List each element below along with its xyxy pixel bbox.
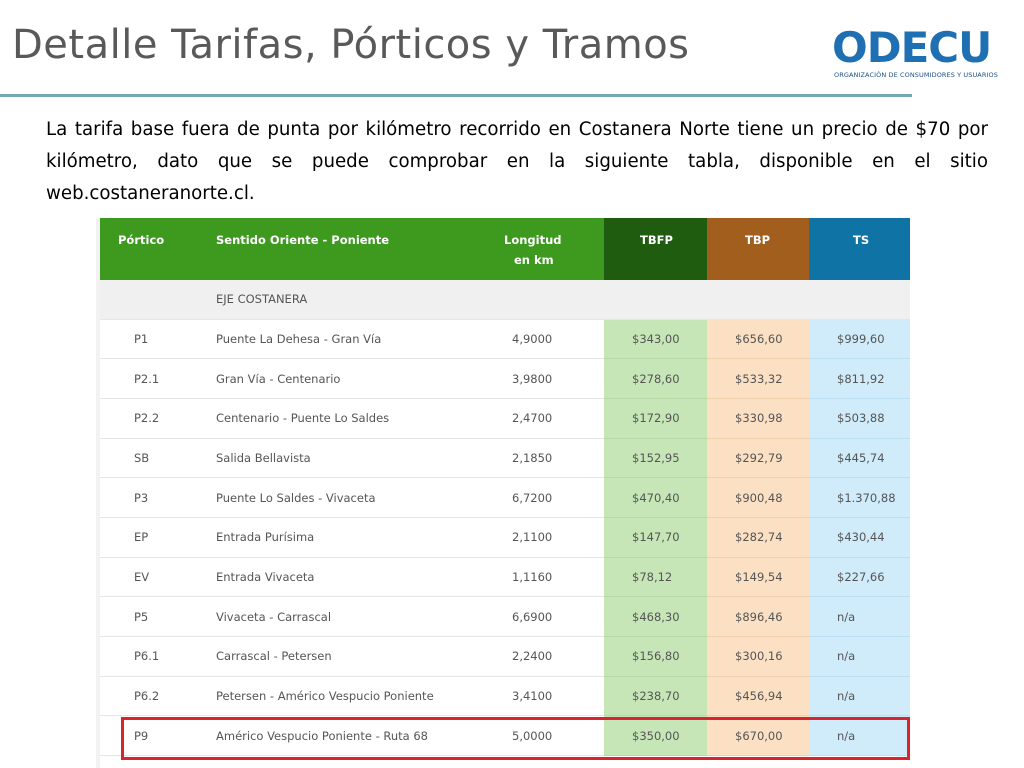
- table-row: P9 Américo Vespucio Poniente - Ruta 68 5,0…: [100, 715, 910, 757]
- cell-tbfp: $156,80: [604, 636, 707, 677]
- cell-longitud: 4,9000: [494, 319, 604, 360]
- cell-ts: $430,44: [809, 517, 910, 558]
- cell-tbp: $330,98: [707, 398, 809, 439]
- table-row: P5 Vivaceta - Carrascal 6,6900 $468,30 $896,…: [100, 596, 910, 637]
- cell-portico: P1: [100, 319, 198, 360]
- cell-portico: P3: [100, 477, 198, 518]
- cell-portico: SB: [100, 438, 198, 479]
- cell-tbp: $292,79: [707, 438, 809, 479]
- cell-ts: $811,92: [809, 358, 910, 399]
- cell-longitud: 2,1850: [494, 438, 604, 479]
- table-row: P1 Puente La Dehesa - Gran Vía 4,9000 $343,…: [100, 319, 910, 360]
- cell-tbp: $149,54: [707, 557, 809, 598]
- table-row: P3 Puente Lo Saldes - Vivaceta 6,7200 $470,…: [100, 477, 910, 518]
- cell-portico: EV: [100, 557, 198, 598]
- cell-tbfp: $147,70: [604, 517, 707, 558]
- table-row: P6.1 Carrascal - Petersen 2,2400 $156,80 $30…: [100, 636, 910, 677]
- header-longitud-line2: en km: [514, 253, 554, 267]
- cell-tbfp: $278,60: [604, 358, 707, 399]
- tariff-table-image: Pórtico Sentido Oriente - Poniente Longi…: [96, 218, 914, 768]
- cell-ts: $445,74: [809, 438, 910, 479]
- cell-portico: P5: [100, 596, 198, 637]
- table-row: EV Entrada Vivaceta 1,1160 $78,12 $149,54 $22…: [100, 557, 910, 598]
- header-portico: Pórtico: [100, 218, 198, 280]
- cell-tbfp: $468,30: [604, 596, 707, 637]
- logo-wordmark: ODECU: [832, 23, 992, 72]
- cell-sentido: Centenario - Puente Lo Saldes: [198, 398, 494, 439]
- cell-ts: $999,60: [809, 319, 910, 360]
- section-row: EJE COSTANERA: [100, 280, 910, 320]
- section-label: EJE COSTANERA: [198, 280, 494, 320]
- cell-sentido: Petersen - Américo Vespucio Poniente: [198, 676, 494, 717]
- logo-subtitle: ORGANIZACIÓN DE CONSUMIDORES Y USUARIOS: [834, 71, 998, 79]
- cell-sentido: Entrada Vivaceta: [198, 557, 494, 598]
- cell-ts: n/a: [809, 715, 910, 757]
- header-longitud: Longitud en km: [494, 218, 604, 280]
- cell-tbfp: $350,00: [604, 715, 707, 757]
- cell-sentido: Américo Vespucio Poniente - Ruta 68: [198, 715, 494, 757]
- table-header-row: Pórtico Sentido Oriente - Poniente Longi…: [100, 218, 910, 280]
- cell-tbp: $670,00: [707, 715, 809, 757]
- slide-title: Detalle Tarifas, Pórticos y Tramos: [12, 22, 690, 68]
- cell-portico: EP: [100, 517, 198, 558]
- cell-portico: P2.1: [100, 358, 198, 399]
- cell-tbp: $456,94: [707, 676, 809, 717]
- cell-sentido: Salida Bellavista: [198, 438, 494, 479]
- cell-tbp: $533,32: [707, 358, 809, 399]
- cell-ts: $503,88: [809, 398, 910, 439]
- cell-sentido: Vivaceta - Carrascal: [198, 596, 494, 637]
- cell-tbfp: $172,90: [604, 398, 707, 439]
- cell-portico: P6.1: [100, 636, 198, 677]
- header-tbfp: TBFP: [604, 218, 707, 280]
- cell-longitud: 3,9800: [494, 358, 604, 399]
- table-row: P2.2 Centenario - Puente Lo Saldes 2,4700 $…: [100, 398, 910, 439]
- cell-tbp: $896,46: [707, 596, 809, 637]
- odecu-logo: ODECU ORGANIZACIÓN DE CONSUMIDORES Y USU…: [832, 26, 998, 82]
- tariff-table: Pórtico Sentido Oriente - Poniente Longi…: [100, 218, 910, 757]
- cell-sentido: Carrascal - Petersen: [198, 636, 494, 677]
- table-row: P2.1 Gran Vía - Centenario 3,9800 $278,60 $5…: [100, 358, 910, 399]
- cell-longitud: 5,0000: [494, 715, 604, 757]
- table-row: P6.2 Petersen - Américo Vespucio Poniente…: [100, 676, 910, 717]
- header-sentido: Sentido Oriente - Poniente: [198, 218, 494, 280]
- table-row: SB Salida Bellavista 2,1850 $152,95 $292,79 $…: [100, 438, 910, 479]
- cell-tbp: $900,48: [707, 477, 809, 518]
- cell-longitud: 2,2400: [494, 636, 604, 677]
- cell-longitud: 1,1160: [494, 557, 604, 598]
- table-row: EP Entrada Purísima 2,1100 $147,70 $282,74 $4…: [100, 517, 910, 558]
- cell-tbfp: $152,95: [604, 438, 707, 479]
- header-tbp: TBP: [707, 218, 809, 280]
- cell-tbp: $656,60: [707, 319, 809, 360]
- cell-ts: n/a: [809, 596, 910, 637]
- cell-ts: n/a: [809, 676, 910, 717]
- cell-ts: n/a: [809, 636, 910, 677]
- cell-tbfp: $470,40: [604, 477, 707, 518]
- header-ts: TS: [809, 218, 910, 280]
- cell-longitud: 2,4700: [494, 398, 604, 439]
- cell-ts: $227,66: [809, 557, 910, 598]
- cell-tbp: $282,74: [707, 517, 809, 558]
- cell-longitud: 3,4100: [494, 676, 604, 717]
- cell-tbp: $300,16: [707, 636, 809, 677]
- cell-tbfp: $78,12: [604, 557, 707, 598]
- cell-portico: P9: [100, 715, 198, 757]
- cell-sentido: Gran Vía - Centenario: [198, 358, 494, 399]
- cell-portico: P6.2: [100, 676, 198, 717]
- cell-longitud: 6,7200: [494, 477, 604, 518]
- header-longitud-line1: Longitud: [504, 233, 562, 247]
- cell-tbfp: $238,70: [604, 676, 707, 717]
- cell-sentido: Puente Lo Saldes - Vivaceta: [198, 477, 494, 518]
- cell-longitud: 2,1100: [494, 517, 604, 558]
- cell-longitud: 6,6900: [494, 596, 604, 637]
- cell-portico: P2.2: [100, 398, 198, 439]
- cell-sentido: Entrada Purísima: [198, 517, 494, 558]
- cell-ts: $1.370,88: [809, 477, 910, 518]
- cell-sentido: Puente La Dehesa - Gran Vía: [198, 319, 494, 360]
- intro-paragraph: La tarifa base fuera de punta por kilóme…: [46, 119, 988, 204]
- title-divider: [0, 94, 912, 97]
- cell-tbfp: $343,00: [604, 319, 707, 360]
